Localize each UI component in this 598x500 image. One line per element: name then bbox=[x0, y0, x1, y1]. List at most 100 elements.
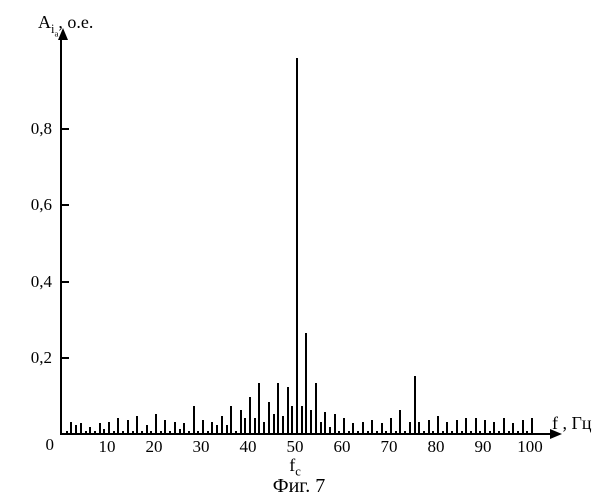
spectrum-bar bbox=[320, 422, 322, 433]
spectrum-bar bbox=[211, 422, 213, 433]
spectrum-bar bbox=[352, 423, 354, 433]
plot-area bbox=[60, 40, 550, 435]
y-tick-label: 0,6 bbox=[31, 195, 52, 215]
spectrum-bar bbox=[174, 422, 176, 433]
x-axis-title: f , Гц bbox=[552, 413, 592, 434]
spectrum-bar bbox=[498, 431, 500, 433]
spectrum-bar bbox=[164, 420, 166, 433]
spectrum-bar bbox=[465, 418, 467, 433]
spectrum-bar bbox=[526, 431, 528, 433]
spectrum-bar bbox=[291, 406, 293, 433]
spectrum-bar bbox=[221, 416, 223, 433]
spectrum-bar bbox=[479, 431, 481, 433]
spectrum-bar bbox=[85, 431, 87, 433]
spectrum-bar bbox=[113, 431, 115, 433]
spectrum-bar bbox=[136, 416, 138, 433]
spectrum-bar bbox=[446, 422, 448, 433]
spectrum-bar bbox=[207, 431, 209, 433]
spectrum-bar bbox=[329, 427, 331, 433]
spectrum-bar bbox=[75, 425, 77, 433]
spectrum-bar bbox=[70, 422, 72, 433]
spectrum-bar bbox=[89, 427, 91, 433]
spectrum-bar bbox=[287, 387, 289, 433]
spectrum-bar bbox=[66, 431, 68, 433]
spectrum-bar bbox=[512, 423, 514, 433]
spectrum-bar bbox=[122, 431, 124, 433]
y-axis-arrow-icon bbox=[58, 28, 68, 40]
spectrum-bar bbox=[258, 383, 260, 433]
spectrum-bar bbox=[141, 431, 143, 433]
spectrum-bar bbox=[193, 406, 195, 433]
spectrum-bar bbox=[456, 420, 458, 433]
x-tick-label: 70 bbox=[381, 437, 398, 457]
spectrum-bar bbox=[169, 431, 171, 433]
x-tick-label: 60 bbox=[334, 437, 351, 457]
spectrum-bar bbox=[522, 420, 524, 433]
spectrum-bar bbox=[277, 383, 279, 433]
spectrum-bar bbox=[503, 418, 505, 433]
spectrum-bar bbox=[432, 431, 434, 433]
spectrum-bar bbox=[531, 418, 533, 433]
spectrum-bar bbox=[470, 431, 472, 433]
spectrum-bar bbox=[385, 431, 387, 433]
spectrum-bar bbox=[395, 431, 397, 433]
spectrum-bar bbox=[414, 376, 416, 433]
spectrum-bar bbox=[310, 410, 312, 433]
x-tick-label: 40 bbox=[240, 437, 257, 457]
spectrum-bar bbox=[437, 416, 439, 433]
spectrum-bar bbox=[244, 418, 246, 433]
spectrum-bar bbox=[254, 418, 256, 433]
spectrum-bar bbox=[235, 431, 237, 433]
spectrum-bar bbox=[517, 431, 519, 433]
spectrum-bar bbox=[179, 429, 181, 433]
spectrum-bar bbox=[296, 58, 298, 433]
spectrum-bar bbox=[390, 418, 392, 433]
y-tick-label: 0,8 bbox=[31, 119, 52, 139]
spectrum-bar bbox=[362, 422, 364, 433]
x-tick-label: 30 bbox=[193, 437, 210, 457]
spectrum-bar bbox=[475, 418, 477, 433]
spectrum-bar bbox=[183, 423, 185, 433]
spectrum-bar bbox=[381, 423, 383, 433]
spectrum-bar bbox=[348, 431, 350, 433]
spectrum-bar bbox=[240, 410, 242, 433]
x-tick-label: 90 bbox=[475, 437, 492, 457]
spectrum-bar bbox=[484, 420, 486, 433]
spectrum-bar bbox=[273, 414, 275, 433]
spectrum-bar bbox=[461, 431, 463, 433]
y-tick-label: 0,2 bbox=[31, 348, 52, 368]
figure-container: Aia, o.e. 00,20,40,60,8 1020304050607080… bbox=[0, 0, 598, 500]
spectrum-bar bbox=[202, 420, 204, 433]
spectrum-bar bbox=[418, 422, 420, 433]
spectrum-bar bbox=[376, 431, 378, 433]
spectrum-bar bbox=[451, 431, 453, 433]
spectrum-bar bbox=[493, 422, 495, 433]
spectrum-bar bbox=[230, 406, 232, 433]
spectrum-bar bbox=[409, 422, 411, 433]
x-tick-label: 10 bbox=[99, 437, 116, 457]
spectrum-bar bbox=[343, 418, 345, 433]
spectrum-bar bbox=[188, 431, 190, 433]
spectrum-bar bbox=[489, 431, 491, 433]
y-tick-labels: 00,20,40,60,8 bbox=[0, 40, 56, 435]
spectrum-bar bbox=[334, 414, 336, 433]
spectrum-bar bbox=[305, 333, 307, 433]
y-tick-mark bbox=[62, 128, 69, 130]
x-tick-label: 20 bbox=[146, 437, 163, 457]
spectrum-bar bbox=[216, 425, 218, 433]
spectrum-bar bbox=[160, 431, 162, 433]
x-tick-label: 80 bbox=[428, 437, 445, 457]
spectrum-bar bbox=[226, 425, 228, 433]
spectrum-bar bbox=[301, 406, 303, 433]
spectrum-bar bbox=[155, 414, 157, 433]
spectrum-bar bbox=[146, 425, 148, 433]
spectrum-bar bbox=[263, 422, 265, 433]
spectrum-bar bbox=[324, 412, 326, 433]
spectrum-bar bbox=[442, 431, 444, 433]
spectrum-bar bbox=[404, 431, 406, 433]
x-tick-label: 100 bbox=[517, 437, 543, 457]
spectrum-bar bbox=[357, 431, 359, 433]
figure-caption: Фиг. 7 bbox=[273, 475, 325, 498]
spectrum-bar bbox=[367, 431, 369, 433]
spectrum-bar bbox=[508, 431, 510, 433]
